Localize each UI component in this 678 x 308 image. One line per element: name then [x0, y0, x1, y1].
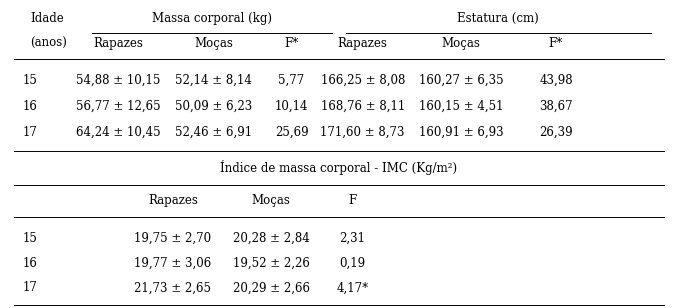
Text: 64,24 ± 10,45: 64,24 ± 10,45	[77, 126, 161, 139]
Text: 17: 17	[23, 282, 38, 294]
Text: 15: 15	[23, 74, 38, 87]
Text: 50,09 ± 6,23: 50,09 ± 6,23	[175, 100, 252, 113]
Text: 52,14 ± 8,14: 52,14 ± 8,14	[175, 74, 252, 87]
Text: 2,31: 2,31	[340, 232, 365, 245]
Text: 52,46 ± 6,91: 52,46 ± 6,91	[175, 126, 252, 139]
Text: 20,29 ± 2,66: 20,29 ± 2,66	[233, 282, 310, 294]
Text: 10,14: 10,14	[275, 100, 308, 113]
Text: 16: 16	[23, 100, 38, 113]
Text: 38,67: 38,67	[539, 100, 573, 113]
Text: Idade: Idade	[31, 12, 64, 25]
Text: 16: 16	[23, 257, 38, 270]
Text: Rapazes: Rapazes	[338, 37, 388, 50]
Text: 166,25 ± 8,08: 166,25 ± 8,08	[321, 74, 405, 87]
Text: 160,27 ± 6,35: 160,27 ± 6,35	[419, 74, 503, 87]
Text: 25,69: 25,69	[275, 126, 308, 139]
Text: 160,15 ± 4,51: 160,15 ± 4,51	[419, 100, 503, 113]
Text: Rapazes: Rapazes	[94, 37, 144, 50]
Text: Índice de massa corporal - IMC (Kg/m²): Índice de massa corporal - IMC (Kg/m²)	[220, 160, 458, 175]
Text: Rapazes: Rapazes	[148, 194, 198, 207]
Text: 4,17*: 4,17*	[336, 282, 369, 294]
Text: (anos): (anos)	[31, 37, 67, 50]
Text: Estatura (cm): Estatura (cm)	[458, 12, 539, 25]
Text: 17: 17	[23, 126, 38, 139]
Text: Moças: Moças	[252, 194, 291, 207]
Text: 15: 15	[23, 232, 38, 245]
Text: 56,77 ± 12,65: 56,77 ± 12,65	[77, 100, 161, 113]
Text: 171,60 ± 8,73: 171,60 ± 8,73	[321, 126, 405, 139]
Text: 20,28 ± 2,84: 20,28 ± 2,84	[233, 232, 310, 245]
Text: F*: F*	[284, 37, 299, 50]
Text: 0,19: 0,19	[340, 257, 365, 270]
Text: 19,75 ± 2,70: 19,75 ± 2,70	[134, 232, 212, 245]
Text: F*: F*	[549, 37, 563, 50]
Text: Moças: Moças	[441, 37, 481, 50]
Text: 54,88 ± 10,15: 54,88 ± 10,15	[77, 74, 161, 87]
Text: 43,98: 43,98	[539, 74, 573, 87]
Text: 160,91 ± 6,93: 160,91 ± 6,93	[419, 126, 503, 139]
Text: 19,77 ± 3,06: 19,77 ± 3,06	[134, 257, 212, 270]
Text: Moças: Moças	[194, 37, 233, 50]
Text: 168,76 ± 8,11: 168,76 ± 8,11	[321, 100, 405, 113]
Text: 26,39: 26,39	[539, 126, 573, 139]
Text: F: F	[348, 194, 357, 207]
Text: 5,77: 5,77	[279, 74, 304, 87]
Text: 21,73 ± 2,65: 21,73 ± 2,65	[134, 282, 212, 294]
Text: Massa corporal (kg): Massa corporal (kg)	[152, 12, 272, 25]
Text: 19,52 ± 2,26: 19,52 ± 2,26	[233, 257, 310, 270]
